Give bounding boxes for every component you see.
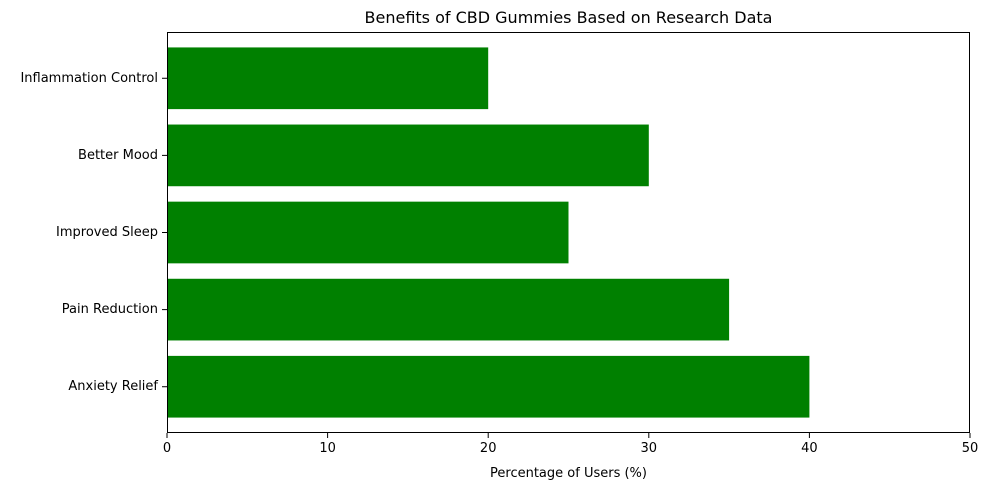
y-tick-label: Improved Sleep [56,225,158,240]
bar-inflammation-control [167,47,489,110]
bar-pain-reduction [167,278,730,341]
x-tick-label: 30 [641,441,658,456]
y-tick-label: Pain Reduction [62,302,158,317]
y-tick-label: Better Mood [78,148,158,163]
bar-improved-sleep [167,201,569,264]
x-tick-label: 20 [480,441,497,456]
chart-title: Benefits of CBD Gummies Based on Researc… [365,8,773,27]
x-axis-label: Percentage of Users (%) [490,466,647,481]
plot-area-frame [167,32,970,433]
x-axis-ticks: 0 10 20 30 40 50 [163,433,978,456]
x-tick-label: 50 [962,441,979,456]
y-tick-label: Anxiety Relief [68,379,158,394]
bars-layer [167,47,810,418]
bar-better-mood [167,124,649,187]
y-axis-ticks: Anxiety Relief Pain Reduction Improved Sle… [20,71,167,394]
x-tick-label: 10 [319,441,336,456]
bar-anxiety-relief [167,355,810,418]
x-tick-label: 0 [163,441,171,456]
y-tick-label: Inflammation Control [20,71,158,86]
x-tick-label: 40 [801,441,818,456]
